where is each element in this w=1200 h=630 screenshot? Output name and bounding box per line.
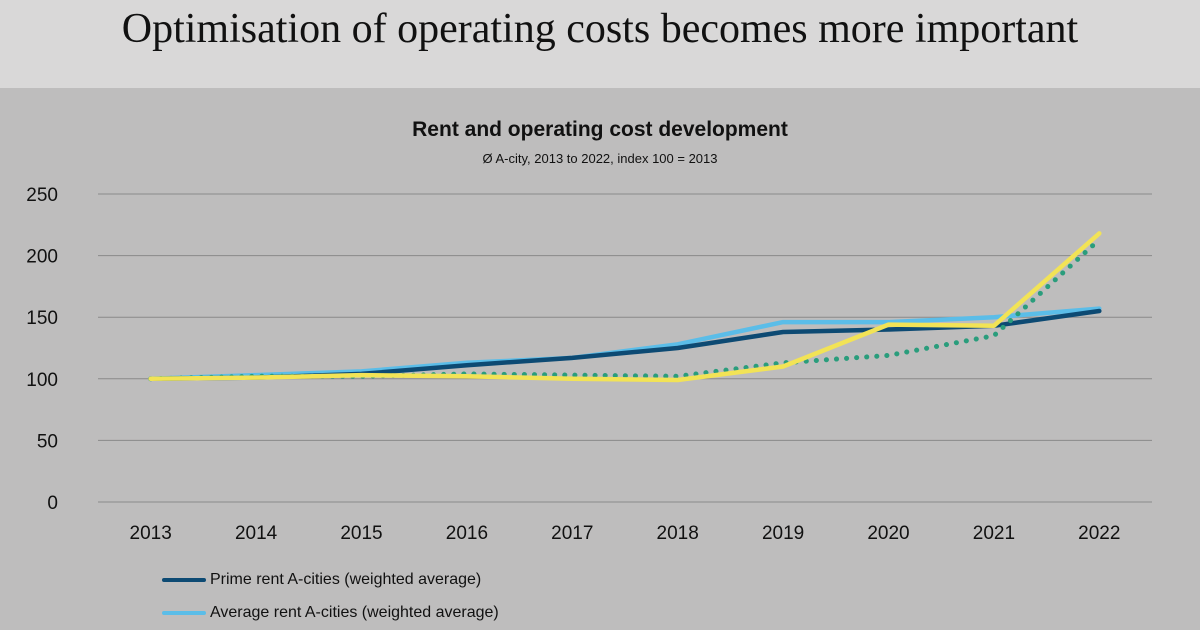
series-line-2 [148, 231, 1102, 383]
y-tick-label: 100 [26, 370, 58, 391]
legend-label: Average rent A-cities (weighted average) [210, 603, 499, 621]
legend-label: Prime rent A-cities (weighted average) [210, 570, 482, 588]
y-tick-label: 150 [26, 308, 58, 329]
x-tick-label: 2015 [340, 523, 382, 544]
page-title: Optimisation of operating costs becomes … [121, 6, 1079, 52]
x-tick-label: 2020 [867, 523, 909, 544]
y-tick-label: 50 [37, 431, 58, 452]
x-tick-label: 2013 [130, 523, 172, 544]
legend-item: Average rent A-cities (weighted average) [162, 596, 499, 629]
x-tick-label: 2018 [657, 523, 699, 544]
x-tick-label: 2019 [762, 523, 804, 544]
x-tick-label: 2017 [551, 523, 593, 544]
chart-legend: Prime rent A-cities (weighted average) Av… [162, 563, 499, 629]
y-tick-label: 250 [26, 185, 58, 206]
header-band [0, 0, 1200, 88]
series-line-3 [148, 237, 1102, 382]
legend-item: Prime rent A-cities (weighted average) [162, 563, 499, 596]
legend-swatch [162, 577, 206, 582]
y-tick-label: 0 [47, 493, 58, 514]
x-tick-label: 2021 [973, 523, 1015, 544]
chart-subtitle: Ø A-city, 2013 to 2022, index 100 = 2013 [482, 151, 718, 166]
x-tick-label: 2016 [446, 523, 488, 544]
y-tick-label: 200 [26, 247, 58, 268]
legend-swatch [162, 610, 206, 615]
x-tick-label: 2014 [235, 523, 278, 544]
x-tick-label: 2022 [1078, 523, 1120, 544]
chart-area [0, 88, 1200, 630]
chart-title: Rent and operating cost development [412, 118, 788, 141]
